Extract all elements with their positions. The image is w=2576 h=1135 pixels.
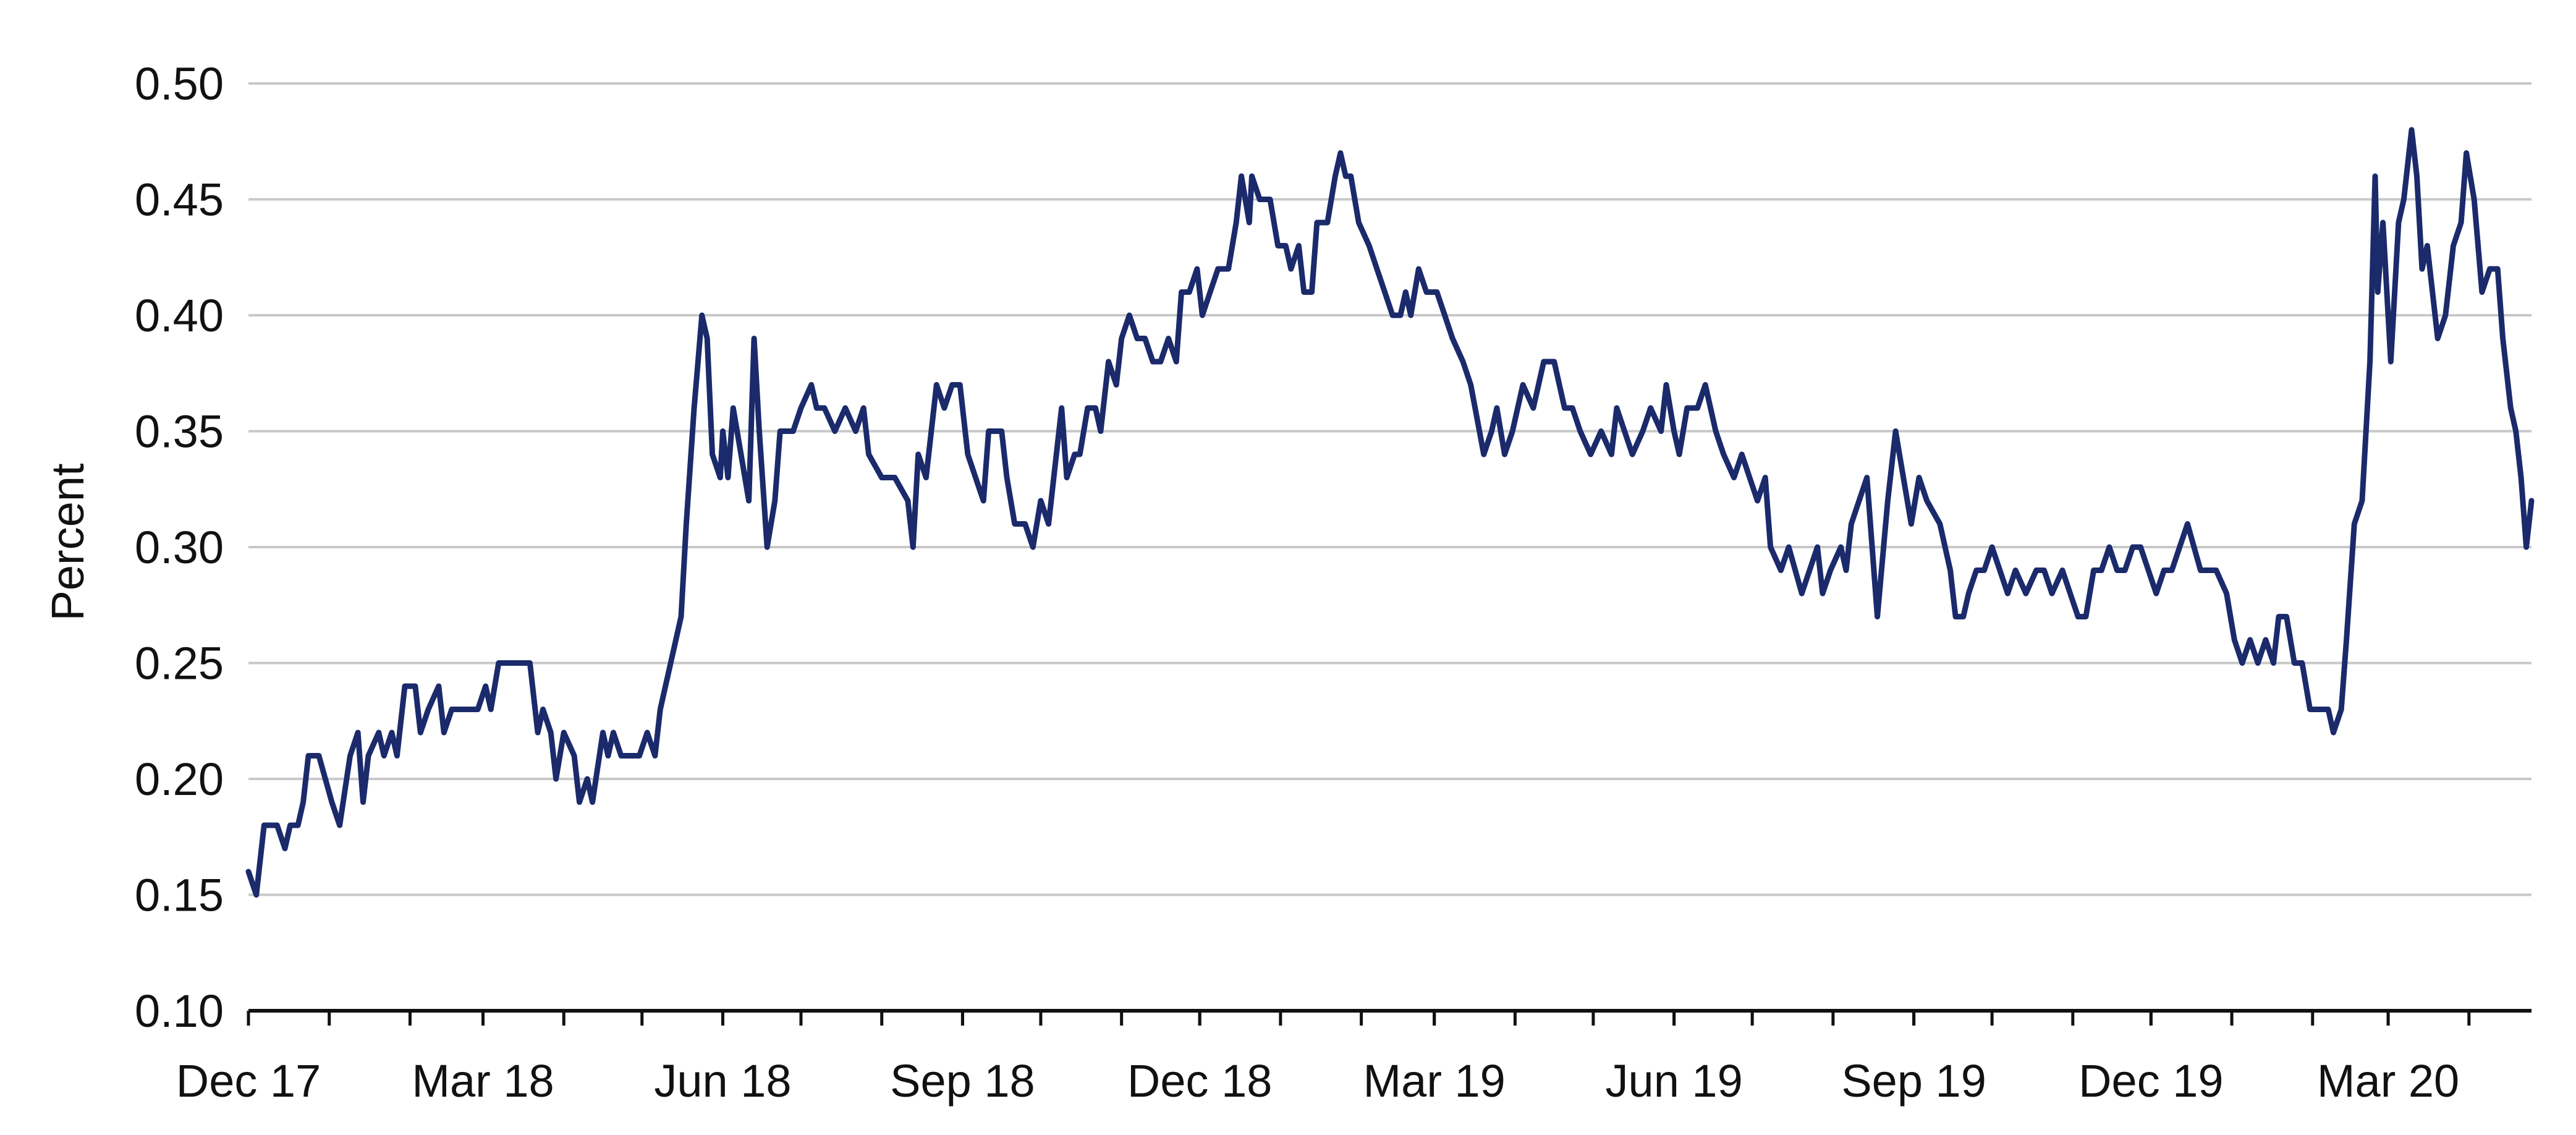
y-axis-label: Percent xyxy=(42,463,93,621)
x-tick-label: Jun 18 xyxy=(654,1055,791,1107)
gridlines xyxy=(248,82,2532,896)
y-tick-label: 0.20 xyxy=(135,754,224,805)
x-tick-label: Jun 19 xyxy=(1606,1055,1743,1107)
y-tick-label: 0.30 xyxy=(135,522,224,573)
y-tick-label: 0.25 xyxy=(135,638,224,689)
y-tick-label: 0.35 xyxy=(135,406,224,457)
x-tick-label: Mar 20 xyxy=(2317,1055,2459,1107)
x-tick-label: Sep 19 xyxy=(1841,1055,1986,1107)
x-tick-label: Sep 18 xyxy=(890,1055,1035,1107)
y-tick-label: 0.40 xyxy=(135,290,224,341)
y-tick-label: 0.15 xyxy=(135,870,224,921)
x-tick-label: Mar 19 xyxy=(1363,1055,1506,1107)
x-tick-label: Mar 18 xyxy=(412,1055,554,1107)
series-line xyxy=(245,127,2535,898)
y-tick-label: 0.45 xyxy=(135,174,224,226)
x-tick-label: Dec 18 xyxy=(1127,1055,1272,1107)
y-tick-label: 0.50 xyxy=(135,58,224,109)
x-tick-label: Dec 17 xyxy=(176,1055,321,1107)
x-axis: Dec 17 Mar 18 Jun 18 Sep 18 Dec 18 Mar 19 Jun … xyxy=(176,1009,2532,1107)
y-tick-label: 0.10 xyxy=(135,985,224,1037)
x-tick-label: Dec 19 xyxy=(2078,1055,2223,1107)
y-axis-ticks: 0.10 0.15 0.20 0.25 0.30 0.35 0.40 0.45 0.50 xyxy=(135,58,224,1037)
